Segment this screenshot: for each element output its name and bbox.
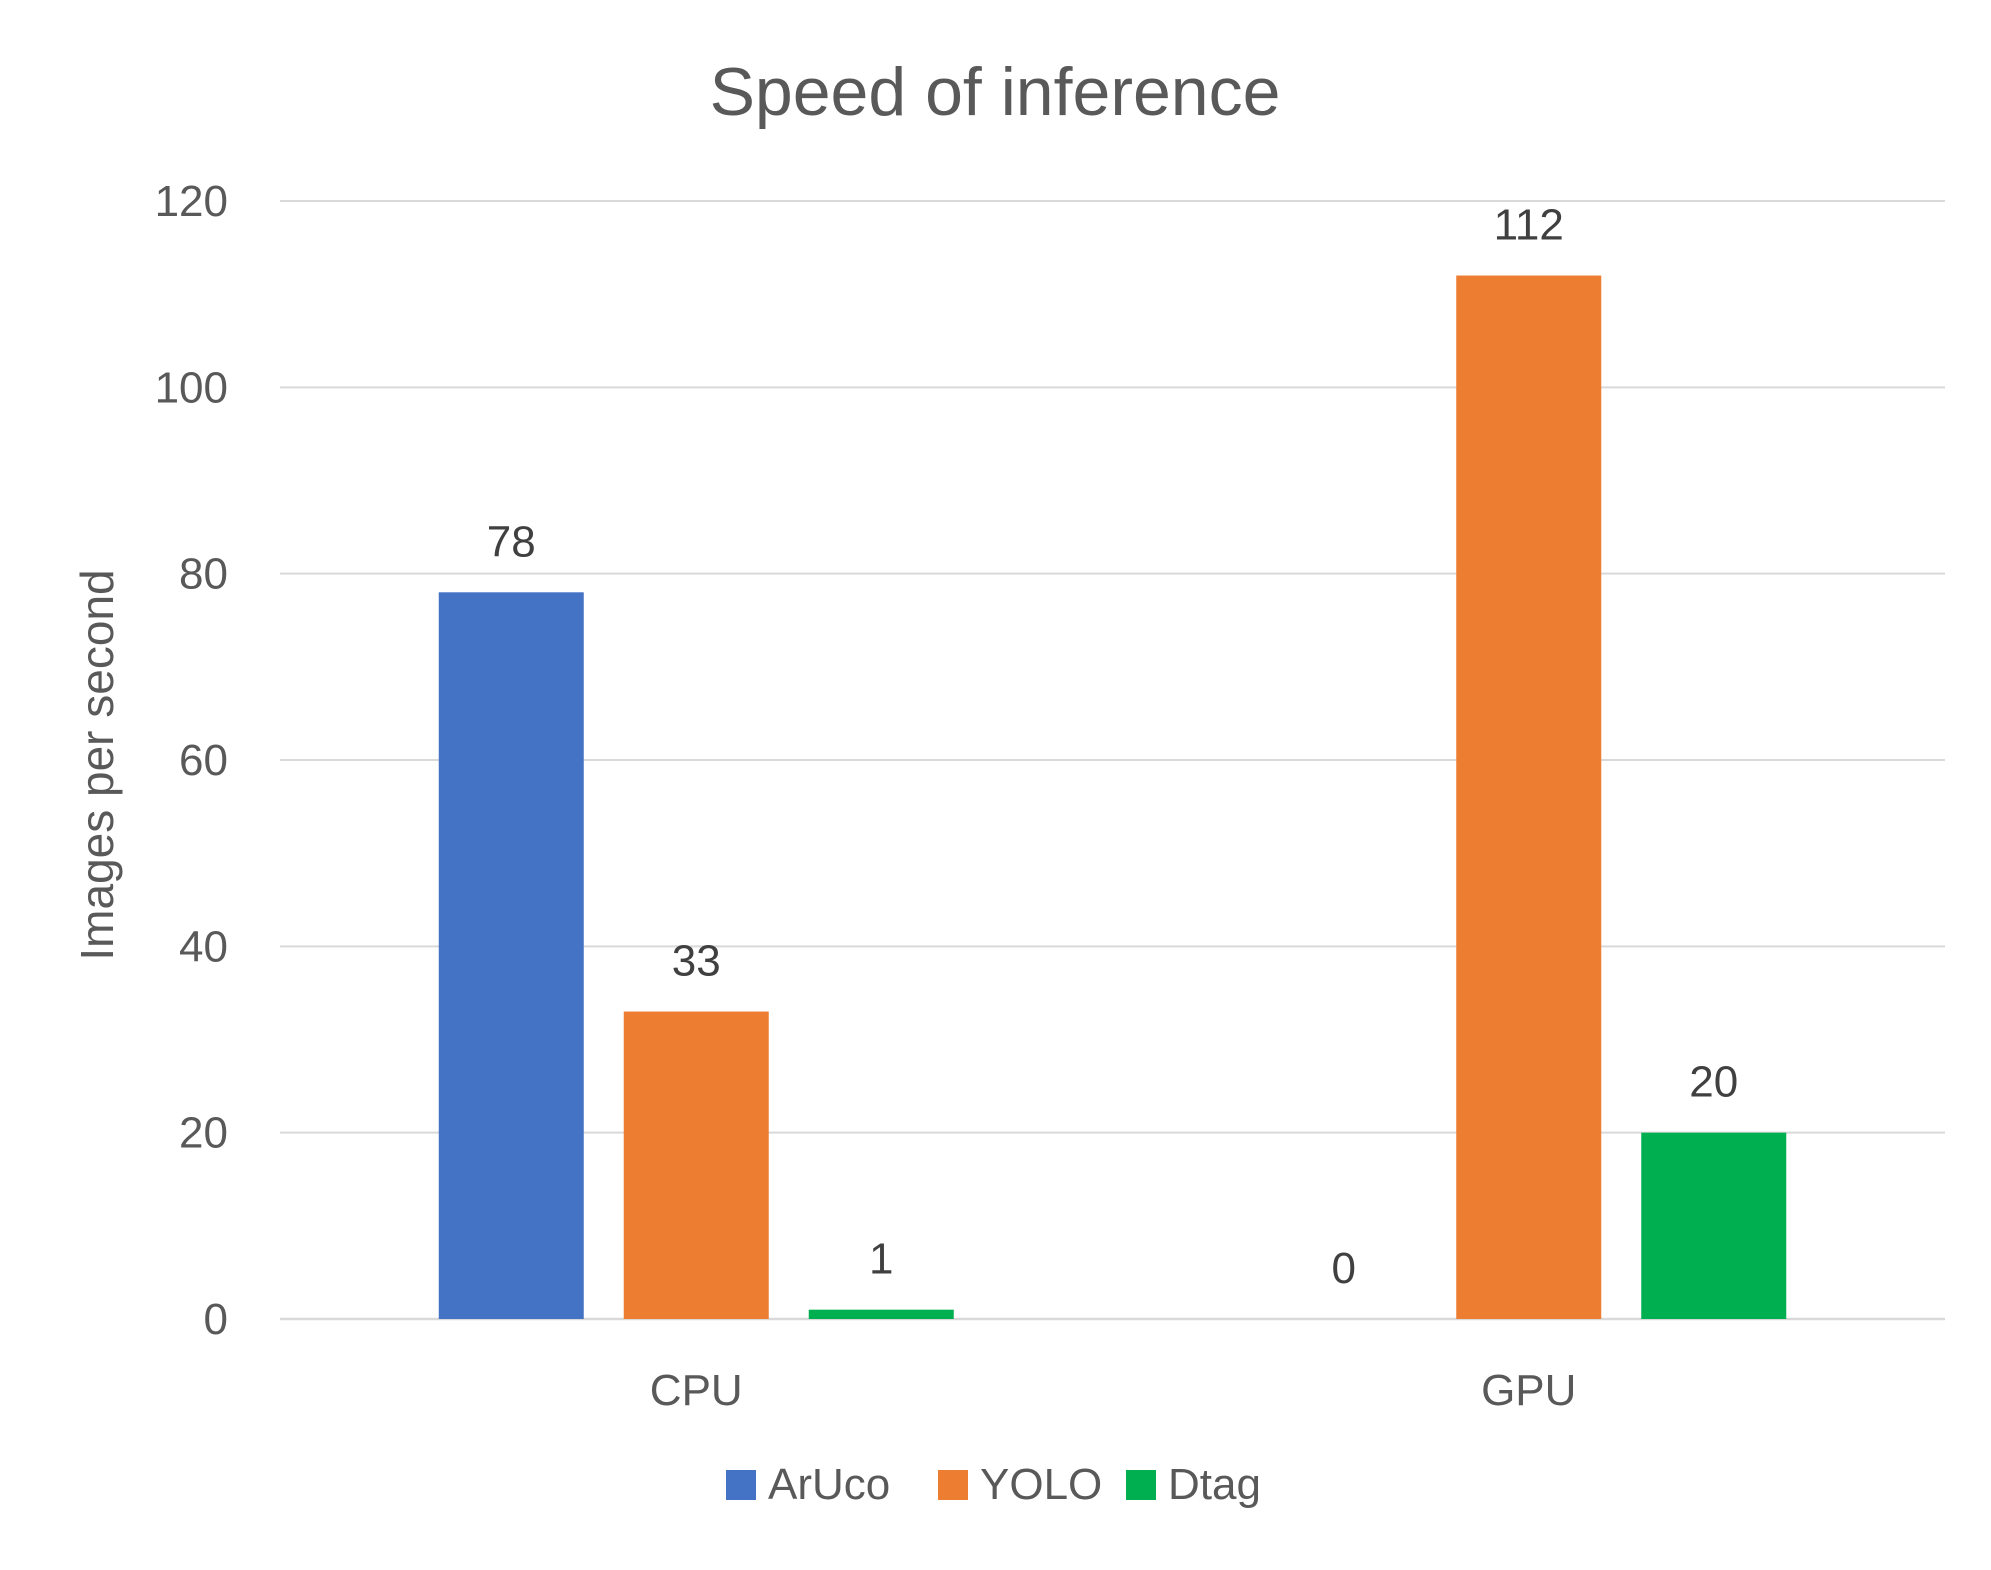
y-tick-label: 40 [179, 922, 228, 971]
y-tick-label: 20 [179, 1109, 228, 1158]
x-tick-label: GPU [1481, 1366, 1576, 1415]
legend-label: Dtag [1168, 1460, 1261, 1509]
data-label: 78 [487, 517, 536, 566]
legend-swatch [1126, 1470, 1156, 1500]
legend-label: YOLO [980, 1460, 1102, 1509]
y-tick-label: 120 [155, 177, 228, 226]
y-tick-label: 100 [155, 363, 228, 412]
x-tick-label: CPU [650, 1366, 743, 1415]
data-labels: 78 33 1 0 112 20 [487, 201, 1738, 1293]
legend-label: ArUco [768, 1460, 890, 1509]
y-tick-label: 80 [179, 550, 228, 599]
data-label: 112 [1494, 201, 1564, 250]
x-axis-ticks: CPU GPU [650, 1366, 1577, 1415]
bar [1456, 275, 1602, 1319]
data-label: 33 [672, 937, 721, 986]
bar [1641, 1132, 1787, 1319]
chart-title: Speed of inference [710, 54, 1281, 130]
y-tick-label: 60 [179, 736, 228, 785]
legend: ArUco YOLO Dtag [726, 1460, 1261, 1509]
y-axis-ticks: 0 20 40 60 80 100 120 [155, 177, 228, 1344]
data-label: 20 [1689, 1058, 1738, 1107]
data-label: 0 [1332, 1244, 1356, 1293]
legend-swatch [726, 1470, 756, 1500]
bar [438, 592, 584, 1319]
y-tick-label: 0 [204, 1295, 228, 1344]
bar [623, 1011, 769, 1319]
y-axis-label: Images per second [71, 569, 123, 960]
bars [438, 275, 1787, 1319]
data-label: 1 [869, 1235, 893, 1284]
legend-swatch [938, 1470, 968, 1500]
bar [808, 1309, 954, 1319]
